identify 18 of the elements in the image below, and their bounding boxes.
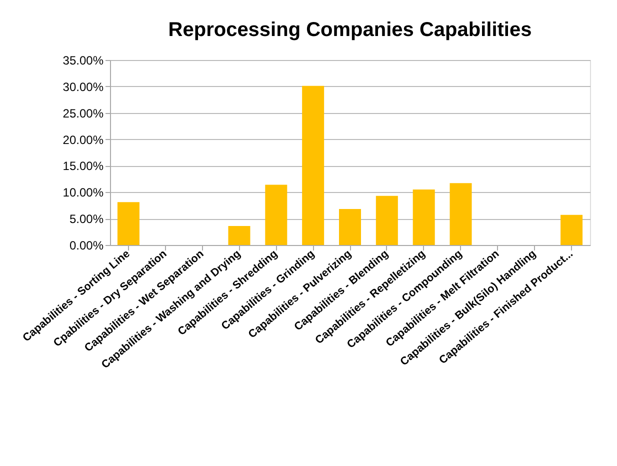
bar xyxy=(228,226,250,245)
y-tick-label: 5.00% xyxy=(69,212,104,226)
bar xyxy=(117,202,140,245)
y-tick-label: 15.00% xyxy=(62,159,104,174)
chart-title: Reprocessing Companies Capabilities xyxy=(168,19,532,41)
bar xyxy=(265,184,288,245)
bar xyxy=(450,183,472,245)
bar xyxy=(302,86,324,245)
y-tick-label: 20.00% xyxy=(62,132,104,147)
bar xyxy=(376,196,398,245)
y-tick-label: 35.00% xyxy=(62,54,104,68)
y-tick-label: 30.00% xyxy=(62,80,104,94)
bar xyxy=(560,214,583,245)
y-tick-label: 25.00% xyxy=(62,106,104,120)
bar xyxy=(339,209,361,245)
y-tick-label: 10.00% xyxy=(62,186,104,200)
y-tick-label: 0.00% xyxy=(69,238,104,252)
bar xyxy=(412,190,435,245)
